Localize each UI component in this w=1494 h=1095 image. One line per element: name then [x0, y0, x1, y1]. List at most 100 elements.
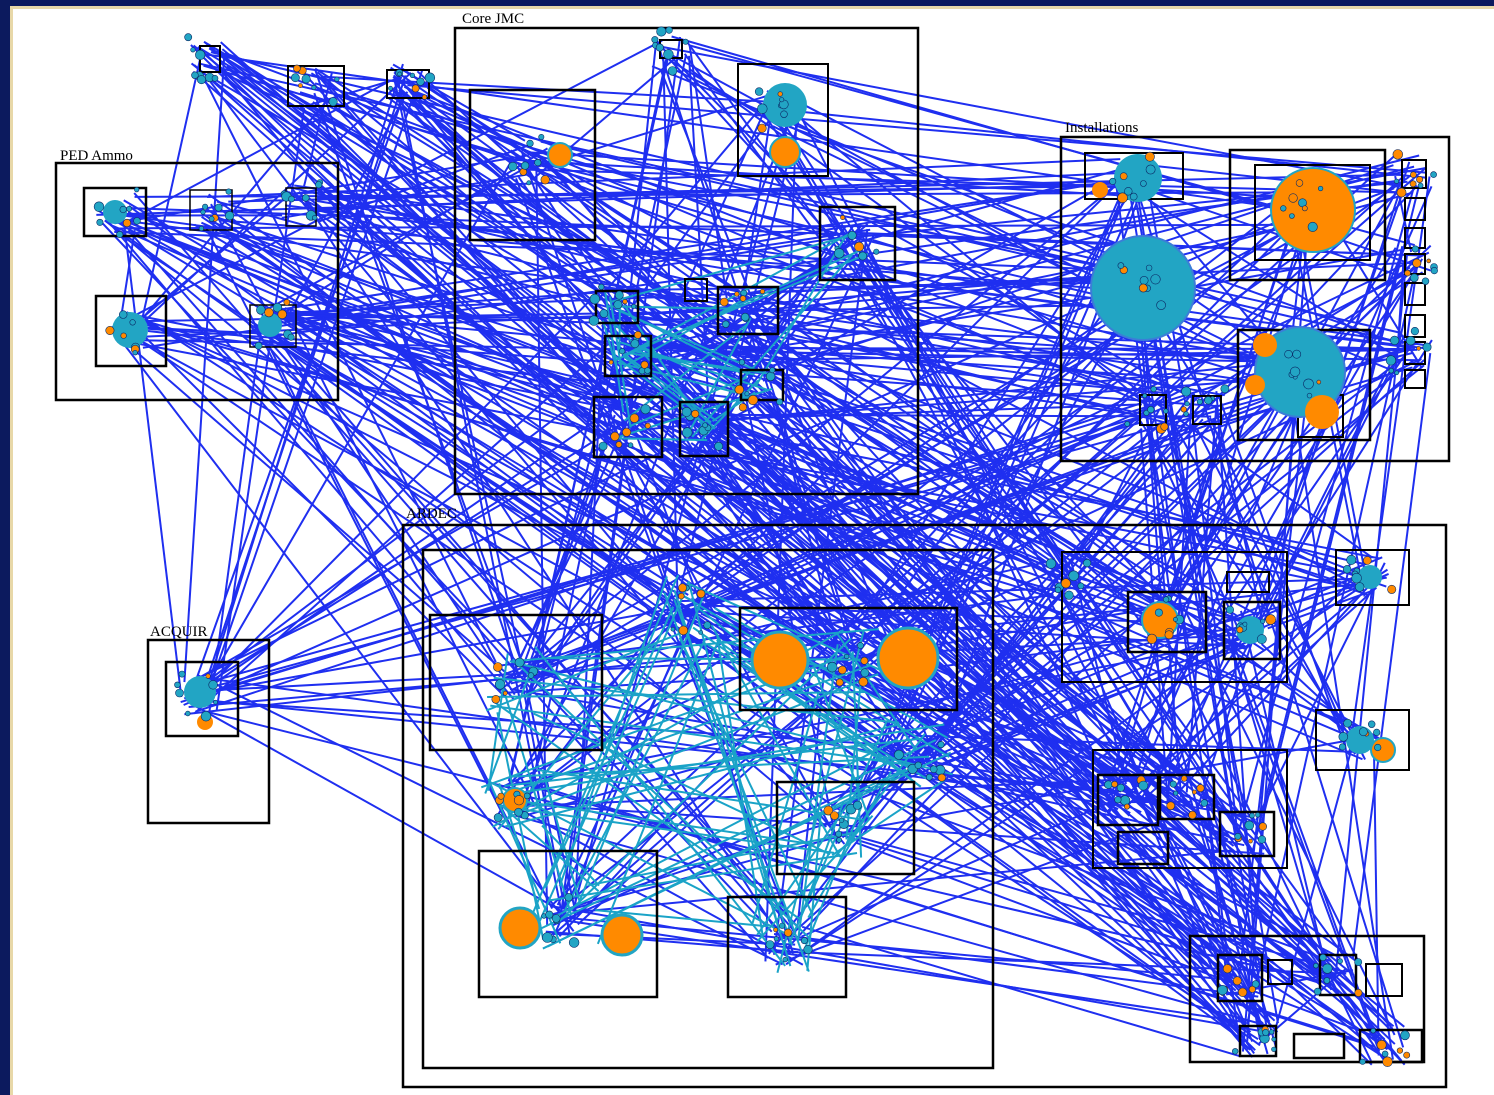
- node: [514, 807, 523, 817]
- node: [197, 75, 207, 85]
- edge: [303, 73, 858, 663]
- cluster-box: [1226, 571, 1270, 593]
- edge: [114, 230, 1151, 273]
- edge: [203, 40, 1386, 1041]
- node: [1317, 185, 1324, 192]
- node: [1150, 274, 1161, 285]
- edge: [197, 422, 643, 680]
- edge: [534, 393, 1196, 684]
- cluster-box: [1254, 164, 1371, 261]
- edge: [532, 574, 680, 914]
- edge: [395, 83, 1232, 819]
- cluster-box: [1188, 934, 1426, 1064]
- node: [1082, 558, 1092, 568]
- node: [1396, 187, 1407, 198]
- edge: [587, 831, 857, 887]
- node: [1292, 349, 1302, 359]
- edge: [132, 315, 1187, 781]
- node: [1387, 584, 1397, 594]
- cluster-box: [1096, 773, 1160, 827]
- cluster-box: [1192, 395, 1222, 425]
- edge: [205, 159, 513, 688]
- node: [847, 230, 857, 240]
- node: [297, 83, 303, 88]
- edge: [193, 64, 1237, 992]
- edge: [193, 223, 1229, 841]
- edge: [285, 311, 1168, 395]
- edge: [104, 219, 828, 828]
- node: [1376, 1039, 1387, 1050]
- cluster-box: [1238, 1024, 1278, 1058]
- node: [1289, 366, 1301, 377]
- node: [1248, 985, 1256, 993]
- node: [1145, 264, 1153, 272]
- edge: [856, 245, 1153, 638]
- edge: [652, 37, 869, 258]
- node: [600, 913, 644, 957]
- node: [1358, 565, 1382, 589]
- edge: [495, 225, 840, 818]
- cluster-box: [1404, 197, 1426, 221]
- node: [1265, 614, 1276, 625]
- node: [665, 26, 673, 34]
- edge: [1131, 204, 1311, 788]
- node: [656, 26, 667, 37]
- node: [520, 161, 530, 170]
- node: [551, 914, 561, 923]
- node: [698, 630, 704, 635]
- edge: [872, 238, 1295, 371]
- edge: [333, 105, 1184, 613]
- node: [311, 85, 317, 91]
- node: [1145, 151, 1155, 162]
- node: [779, 97, 785, 103]
- node: [682, 38, 689, 45]
- node: [714, 441, 723, 451]
- group-label-installations: Installations: [1065, 120, 1138, 136]
- edge: [535, 159, 750, 301]
- node: [523, 792, 531, 800]
- node: [1160, 422, 1169, 431]
- edge: [496, 796, 815, 846]
- node: [105, 325, 115, 335]
- edge: [606, 417, 841, 844]
- edge: [659, 45, 1400, 188]
- edge: [267, 314, 638, 413]
- node: [1392, 149, 1404, 160]
- node: [538, 134, 545, 141]
- node: [678, 592, 685, 600]
- node: [301, 74, 311, 84]
- node: [293, 64, 301, 73]
- edge: [835, 631, 917, 751]
- node: [740, 312, 750, 322]
- edge: [488, 780, 787, 935]
- node: [598, 441, 608, 451]
- node: [1257, 835, 1267, 844]
- node: [1295, 179, 1304, 187]
- edge: [114, 325, 1218, 408]
- edge: [1322, 962, 1392, 1031]
- node: [800, 937, 808, 945]
- node: [1244, 820, 1255, 831]
- edge: [96, 182, 1130, 216]
- node: [513, 795, 525, 806]
- edge: [1163, 391, 1310, 609]
- edge: [212, 421, 1142, 682]
- node: [722, 320, 730, 328]
- node: [678, 583, 687, 593]
- node: [1196, 398, 1203, 405]
- node: [491, 694, 501, 704]
- edge: [755, 235, 847, 387]
- node: [498, 906, 542, 950]
- node: [840, 215, 846, 221]
- cluster-box: [1216, 953, 1264, 1003]
- node: [1188, 810, 1197, 820]
- node: [1306, 392, 1313, 399]
- node: [208, 215, 215, 222]
- edge: [718, 377, 1284, 422]
- edge: [534, 585, 689, 931]
- node: [514, 657, 525, 668]
- node: [773, 936, 779, 942]
- node: [1146, 633, 1157, 645]
- edge: [487, 691, 866, 699]
- node: [1045, 558, 1057, 569]
